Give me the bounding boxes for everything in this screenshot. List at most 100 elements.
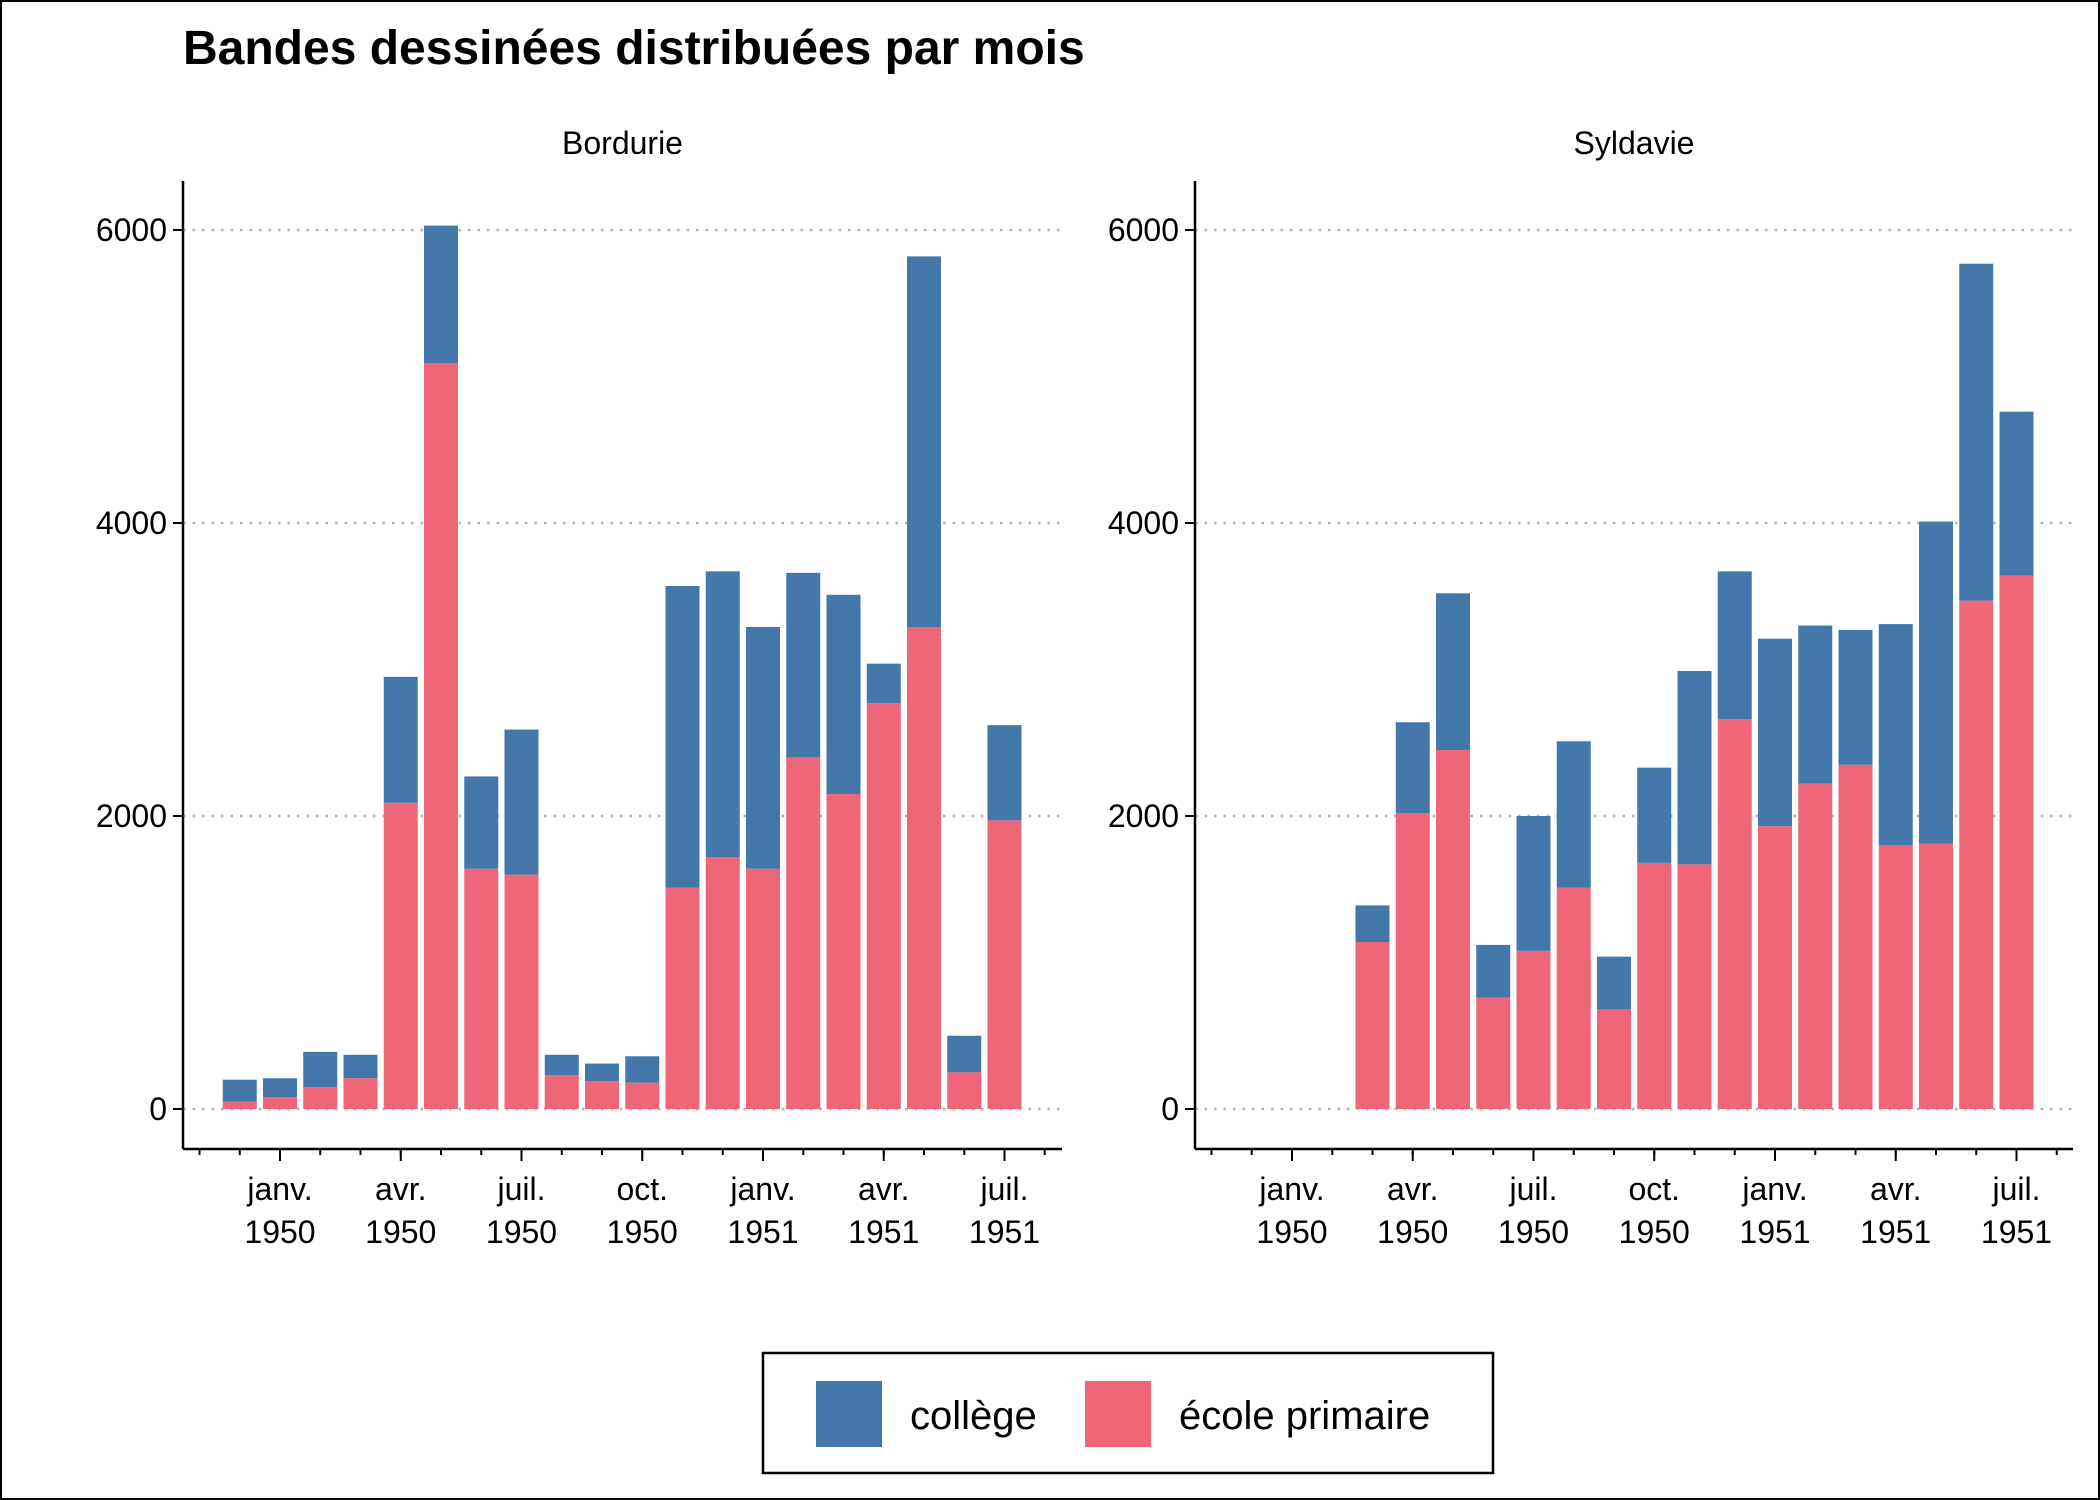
bar-college	[746, 627, 780, 869]
bar-college	[222, 1079, 257, 1102]
chart-title: Bandes dessinées distribuées par mois	[183, 22, 1085, 75]
bar-college	[625, 1056, 660, 1083]
bar-ecole-primaire	[705, 857, 740, 1109]
bar-ecole-primaire	[222, 1101, 257, 1109]
bar-ecole-primaire	[866, 703, 901, 1109]
panel-strip-label: Bordurie	[562, 125, 683, 161]
bar-ecole-primaire	[1516, 950, 1551, 1109]
x-tick-label-month: janv.	[1258, 1171, 1324, 1207]
x-tick-label-month: avr.	[858, 1171, 910, 1207]
y-tick-label: 4000	[96, 505, 167, 541]
panel-strip-label: Syldavie	[1574, 125, 1695, 161]
bar-college	[1878, 624, 1913, 846]
bar-college	[1556, 741, 1591, 888]
bar-ecole-primaire	[1959, 600, 1994, 1109]
bar-college	[786, 572, 821, 758]
bar-ecole-primaire	[303, 1087, 338, 1109]
x-tick-label-month: janv.	[729, 1171, 795, 1207]
bar-college	[1959, 263, 1994, 601]
bar-college	[705, 571, 740, 858]
bar-college	[1919, 521, 1953, 844]
bar-ecole-primaire	[907, 627, 941, 1109]
x-tick-label-year: 1950	[607, 1214, 678, 1250]
bar-college	[1798, 625, 1833, 784]
y-tick-label: 2000	[96, 798, 167, 834]
bar-college	[1999, 411, 2034, 576]
x-tick-label-year: 1950	[1498, 1214, 1569, 1250]
panel-bordurie: Bordurie 0 2000 4000 6000 janv. 1950 avr. 1950 ju…	[96, 125, 1062, 1250]
bar-ecole-primaire	[1798, 783, 1833, 1109]
bar-college	[826, 594, 861, 795]
y-tick-label: 0	[149, 1091, 167, 1127]
bar-college	[1758, 638, 1792, 827]
bar-college	[665, 585, 700, 888]
bar-ecole-primaire	[1717, 719, 1752, 1109]
bar-college	[383, 676, 418, 803]
bar-college	[947, 1035, 982, 1073]
bar-college	[1717, 571, 1752, 720]
bar-ecole-primaire	[1436, 750, 1470, 1109]
bar-college	[343, 1054, 378, 1079]
legend-swatch-ecole-primaire	[1085, 1381, 1151, 1447]
bar-college	[1637, 767, 1672, 863]
bar-ecole-primaire	[746, 868, 780, 1109]
bar-ecole-primaire	[786, 757, 821, 1109]
y-tick-label: 6000	[1108, 212, 1179, 248]
bar-ecole-primaire	[987, 820, 1022, 1109]
x-tick-label-year: 1951	[1739, 1214, 1810, 1250]
legend-label-college: collège	[910, 1394, 1037, 1438]
x-tick-label-year: 1950	[365, 1214, 436, 1250]
bar-ecole-primaire	[504, 874, 539, 1109]
bar-ecole-primaire	[464, 868, 499, 1109]
bar-ecole-primaire	[1677, 864, 1712, 1109]
x-tick-label-year: 1951	[1981, 1214, 2052, 1250]
x-tick-label-month: oct.	[1628, 1171, 1680, 1207]
bar-college	[1395, 722, 1430, 814]
x-tick-label-year: 1951	[727, 1214, 798, 1250]
bar-college	[1516, 816, 1551, 951]
x-tick-label-month: juil.	[1991, 1171, 2040, 1207]
y-tick-label: 2000	[1108, 798, 1179, 834]
bar-college	[1436, 593, 1470, 751]
bar-college	[424, 225, 458, 364]
x-tick-label-year: 1951	[969, 1214, 1040, 1250]
bar-college	[1677, 670, 1712, 865]
x-tick-label-year: 1950	[1256, 1214, 1327, 1250]
bar-ecole-primaire	[1637, 862, 1672, 1109]
x-tick-label-month: avr.	[1387, 1171, 1439, 1207]
bar-college	[504, 729, 539, 875]
bar-college	[907, 256, 941, 628]
x-tick-label-month: juil.	[1508, 1171, 1557, 1207]
bar-college	[1838, 629, 1873, 765]
bar-ecole-primaire	[343, 1078, 378, 1109]
bar-college	[1597, 956, 1631, 1010]
bar-ecole-primaire	[383, 802, 418, 1109]
bar-ecole-primaire	[1476, 997, 1511, 1109]
bar-college	[464, 776, 499, 869]
bar-ecole-primaire	[263, 1097, 297, 1109]
y-tick-label: 6000	[96, 212, 167, 248]
bar-college	[987, 725, 1022, 821]
x-tick-label-month: janv.	[246, 1171, 312, 1207]
legend-label-ecole-primaire: école primaire	[1179, 1394, 1430, 1438]
y-tick-label: 4000	[1108, 505, 1179, 541]
bar-ecole-primaire	[1395, 813, 1430, 1109]
panel-syldavie: Syldavie 0 2000 4000 6000 janv. 1950 avr. 1950 ju…	[1108, 125, 2073, 1250]
bar-ecole-primaire	[585, 1081, 619, 1109]
bar-ecole-primaire	[1355, 941, 1390, 1109]
bar-ecole-primaire	[947, 1072, 982, 1109]
bar-ecole-primaire	[1919, 843, 1953, 1109]
bar-ecole-primaire	[1556, 887, 1591, 1109]
x-tick-label-year: 1950	[1377, 1214, 1448, 1250]
x-tick-label-month: janv.	[1741, 1171, 1807, 1207]
y-tick-label: 0	[1161, 1091, 1179, 1127]
bar-ecole-primaire	[1597, 1009, 1631, 1109]
bar-college	[544, 1054, 579, 1076]
bar-ecole-primaire	[544, 1075, 579, 1109]
x-tick-label-year: 1950	[1619, 1214, 1690, 1250]
bar-college	[585, 1063, 619, 1082]
bar-college	[1476, 944, 1511, 998]
bar-ecole-primaire	[625, 1082, 660, 1109]
bar-ecole-primaire	[1878, 845, 1913, 1109]
